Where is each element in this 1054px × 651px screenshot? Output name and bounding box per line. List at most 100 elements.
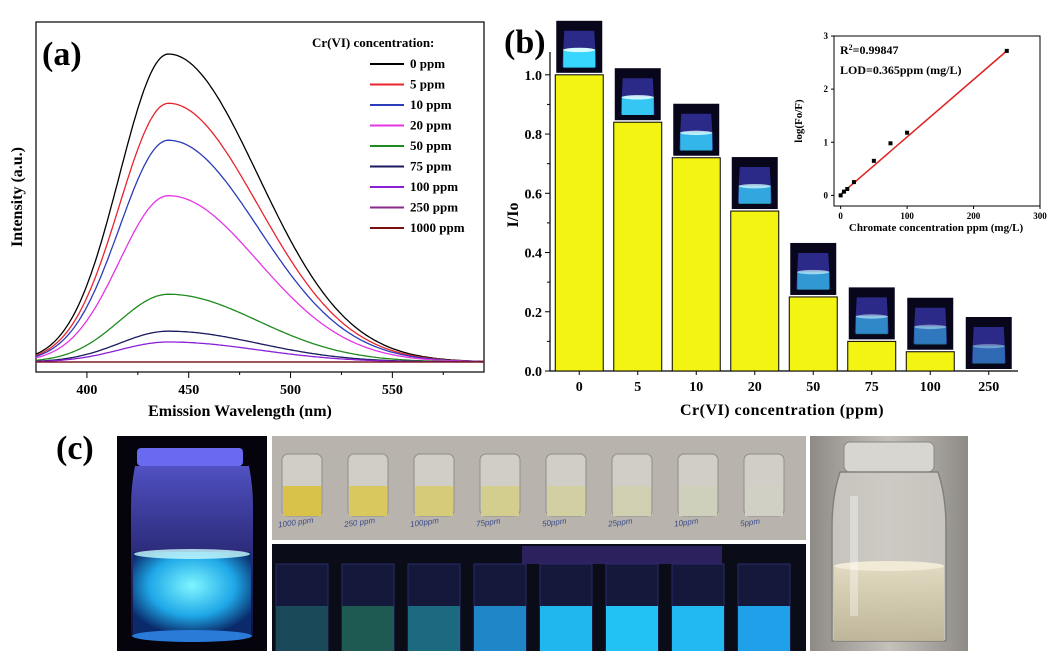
vial-thumbnail-10 xyxy=(673,103,720,156)
panel-a-label: (a) xyxy=(42,36,82,73)
vial-thumbnail-liquid xyxy=(680,132,713,151)
inset-y-axis-label: log(Fo/F) xyxy=(793,99,805,143)
bar-50 xyxy=(788,296,838,372)
x-axis-label: Emission Wavelength (nm) xyxy=(148,403,332,420)
daylight-vial-liquid xyxy=(415,486,453,516)
daylight-vial-liquid xyxy=(745,486,783,516)
inset-data-point xyxy=(845,187,850,191)
daylight-vials-image xyxy=(281,453,785,517)
legend-entry: 75 ppm xyxy=(410,159,452,174)
y-tick-label: 0.2 xyxy=(525,306,543,321)
daylight-vial-liquid xyxy=(481,486,519,516)
vial-thumbnail-glass xyxy=(971,327,1006,363)
inset-data-point xyxy=(871,158,876,163)
daylight-vial-liquid xyxy=(547,486,585,516)
vial-thumbnail-liquid xyxy=(621,96,654,115)
bar-5 xyxy=(613,121,663,372)
vial-thumbnail-75 xyxy=(848,287,895,340)
legend-entry: 250 ppm xyxy=(410,200,458,215)
inset-x-tick-label: 200 xyxy=(967,211,981,221)
x-tick-label: 450 xyxy=(178,383,199,398)
legend-title: Cr(VI) concentration: xyxy=(312,35,434,50)
vial-thumbnail-liquid xyxy=(855,315,888,335)
vial-thumbnail-meniscus xyxy=(621,95,654,100)
x-tick-label: 100 xyxy=(920,380,941,395)
legend-entry: 100 ppm xyxy=(410,179,458,194)
panel-c: (c) 1000 ppm 250 ppm 100ppm 75ppm xyxy=(0,430,1054,651)
spectrum-5-ppm xyxy=(35,102,485,363)
y-tick-label: 1.0 xyxy=(525,69,543,84)
uv-vial-liquid xyxy=(738,606,790,651)
x-axis-label: Cr(VI) concentration (ppm) xyxy=(680,402,884,419)
x-tick-label: 0 xyxy=(576,380,583,395)
daylight-vial-liquid xyxy=(349,486,387,516)
emission-spectra-chart: 400 450 500 550 Emission Wavelength (nm) Inte… xyxy=(9,21,485,420)
intensity-ratio-bar-chart: 0.0 0.2 0.4 0.6 0.8 1.0 I/Io Cr(VI) concentrati… xyxy=(505,20,1047,419)
spectrum-10-ppm xyxy=(35,139,485,363)
uv-vial-liquid xyxy=(474,606,526,651)
x-tick-label: 75 xyxy=(865,380,879,395)
glowing-vial-image xyxy=(131,448,253,642)
spectrum-0-ppm xyxy=(35,53,485,363)
x-tick-label: 20 xyxy=(748,380,762,395)
single-vial-daylight-photo xyxy=(810,436,968,651)
legend-entry: 1000 ppm xyxy=(410,220,465,235)
inset-x-tick-label: 100 xyxy=(900,211,914,221)
legend-entry: 50 ppm xyxy=(410,138,452,153)
vial-thumbnail-meniscus xyxy=(738,183,771,189)
spectrum-50-ppm xyxy=(35,293,484,363)
uv-vials-photo xyxy=(272,544,806,651)
x-tick-label: 550 xyxy=(382,383,403,398)
bar-10 xyxy=(671,157,721,372)
panel-b-label: (b) xyxy=(504,24,546,61)
vial-thumbnail-20 xyxy=(731,157,778,210)
vial-thumbnail-liquid xyxy=(797,271,830,290)
daylight-vial-liquid xyxy=(283,486,321,516)
y-tick-label: 0.6 xyxy=(525,187,543,202)
uv-vial-liquid xyxy=(672,606,724,651)
x-tick-label: 5 xyxy=(634,380,641,395)
inset-r2-annotation: R2=0.99847 xyxy=(840,43,899,58)
bar-20 xyxy=(730,210,780,372)
legend-entry: 20 ppm xyxy=(410,118,452,133)
daylight-vial-liquid xyxy=(679,486,717,516)
uv-vial-liquid xyxy=(606,606,658,651)
inset-fit-line xyxy=(840,50,1008,195)
x-tick-label: 10 xyxy=(689,380,703,395)
clear-vial-image xyxy=(810,436,968,651)
uv-lamp-reflection xyxy=(522,546,722,564)
inset-x-tick-label: 300 xyxy=(1033,211,1047,221)
y-tick-label: 0.0 xyxy=(525,365,543,380)
inset-y-tick-label: 3 xyxy=(824,31,829,41)
vial-thumbnail-100 xyxy=(907,297,954,350)
y-tick-label: 0.4 xyxy=(525,247,543,262)
uv-vial-liquid xyxy=(540,606,592,651)
vial-thumbnail-liquid xyxy=(972,345,1005,364)
legend-entry: 5 ppm xyxy=(410,77,445,92)
inset-frame xyxy=(833,35,1041,207)
vial-thumbnail-meniscus xyxy=(797,269,830,275)
y-axis-label: I/Io xyxy=(505,203,522,228)
inset-y-tick-label: 2 xyxy=(824,84,829,94)
vial-thumbnail-250 xyxy=(965,317,1012,369)
fluorescent-vial-photo xyxy=(117,436,267,651)
plot-frame xyxy=(35,21,485,373)
vial-thumbnail-liquid xyxy=(563,49,596,68)
daylight-vials-photo: 1000 ppm 250 ppm 100ppm 75ppm 50ppm 25ppm 10pp… xyxy=(272,436,806,540)
vial-thumbnail-5 xyxy=(614,68,661,121)
inset-y-tick-label: 0 xyxy=(824,190,829,200)
inset-data-point xyxy=(905,130,910,135)
spectrum-20-ppm xyxy=(35,195,485,363)
vial-thumbnail-liquid xyxy=(738,185,771,204)
bar-75 xyxy=(847,340,897,372)
vial-thumbnail-meniscus xyxy=(680,130,713,136)
daylight-vial-liquid xyxy=(613,486,651,516)
inset-data-point xyxy=(888,141,893,146)
y-tick-label: 0.8 xyxy=(525,128,543,143)
legend-entry: 10 ppm xyxy=(410,97,452,112)
x-tick-label: 250 xyxy=(978,380,999,395)
vial-thumbnail-meniscus xyxy=(563,47,596,53)
uv-vials-image xyxy=(275,546,791,651)
inset-x-axis-label: Chromate concentration ppm (mg/L) xyxy=(849,222,1024,234)
bar-0 xyxy=(554,74,604,372)
